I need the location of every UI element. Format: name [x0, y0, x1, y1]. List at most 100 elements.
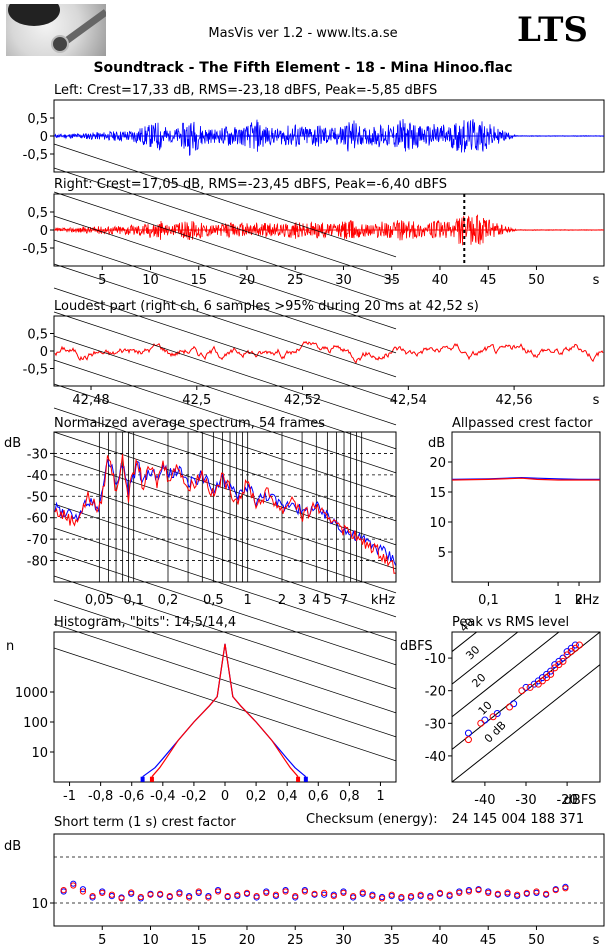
peak-vs-rms-point: [563, 648, 571, 656]
allpassed-ytick-label: 5: [438, 546, 446, 561]
short-term-crest-point: [282, 887, 289, 894]
loudest-part-ytick-label: -0,5: [23, 363, 48, 378]
short-term-crest-point: [436, 890, 444, 897]
short-term-crest-point: [465, 887, 473, 894]
short-term-crest-point: [214, 888, 222, 895]
short-term-crest-point: [485, 888, 492, 895]
right-waveform-ytick-label: 0: [40, 224, 48, 239]
spectrum-slope-line: [53, 479, 397, 594]
short-term-crest-point: [166, 893, 173, 900]
short-term-crest-point: [253, 893, 260, 900]
peak-vs-rms-diagonal: [452, 632, 600, 751]
checksum: Checksum (energy): 24 145 004 188 371: [306, 812, 584, 827]
histogram-ytick-label: 10: [31, 746, 48, 761]
short-term-crest-point: [427, 893, 434, 900]
loudest-part-xtick-label: 42,5: [182, 393, 211, 408]
spectrum-xtick-label: 0,2: [158, 593, 179, 608]
peak-vs-rms-diagonal: [452, 632, 478, 653]
peak-vs-rms-ylabel: dBFS: [400, 639, 433, 654]
peak-vs-rms-xunit-label: dBFS: [564, 793, 597, 808]
spectrum-slope-line: [53, 623, 397, 738]
short-term-crest-xtick-label: 15: [190, 933, 207, 946]
peak-vs-rms-point: [510, 700, 518, 708]
peak-vs-rms-diagonal-label: 10: [476, 699, 495, 718]
right-waveform-xtick-label: 50: [528, 273, 545, 288]
loudest-part-ytick-label: 0: [40, 345, 48, 360]
spectrum-title: Normalized average spectrum, 54 frames: [54, 416, 325, 431]
short-term-crest-xtick-label: 45: [480, 933, 497, 946]
histogram-xtick-label: 0,4: [277, 789, 298, 804]
spectrum-xtick-label: 0,05: [85, 593, 114, 608]
loudest-part-waveform: [54, 340, 604, 364]
short-term-crest-point: [398, 895, 405, 902]
short-term-crest-point: [157, 890, 164, 897]
right-waveform-ytick-label: 0,5: [27, 206, 48, 221]
peak-vs-rms-point: [464, 729, 472, 737]
short-term-crest-point: [243, 889, 251, 896]
histogram-xtick-label: 1: [376, 789, 384, 804]
spectrum-series: [54, 459, 396, 566]
peak-vs-rms-point: [506, 703, 514, 711]
peak-vs-rms-point: [530, 680, 538, 688]
spectrum-xtick-label: 1: [244, 593, 252, 608]
lts-logo: LTS: [517, 10, 588, 50]
spectrum-slope-line: [53, 143, 397, 258]
short-term-crest-point: [350, 894, 357, 901]
short-term-crest-point: [446, 893, 453, 900]
short-term-crest-point: [330, 891, 337, 898]
spectrum-slope-line: [53, 215, 397, 330]
track-title: Soundtrack - The Fifth Element - 18 - Mi…: [93, 60, 513, 76]
histogram-series: [142, 643, 307, 778]
peak-vs-rms-diagonal: [452, 632, 519, 685]
short-term-crest-point: [147, 891, 154, 898]
short-term-crest-point: [543, 891, 550, 898]
short-term-crest-point: [562, 883, 569, 891]
short-term-crest-point: [108, 893, 115, 900]
spectrum-slope-line: [53, 263, 397, 378]
peak-vs-rms-point: [489, 713, 497, 721]
short-term-crest-xtick-label: 35: [383, 933, 400, 946]
peak-vs-rms-point: [555, 657, 563, 665]
short-term-crest-point: [137, 895, 144, 902]
allpassed-frame: [451, 431, 601, 583]
spectrum-slope-line: [53, 527, 397, 642]
checksum-label: Checksum (energy):: [306, 812, 438, 827]
short-term-crest-point: [407, 894, 415, 901]
short-term-crest-point: [514, 891, 521, 898]
peak-vs-rms-point: [567, 648, 575, 656]
right-waveform-xtick-label: 30: [335, 273, 352, 288]
short-term-crest-point: [475, 887, 482, 894]
short-term-crest-title: Short term (1 s) crest factor: [54, 815, 236, 830]
right-waveform-xunit-label: s: [593, 273, 600, 288]
short-term-crest-point: [456, 888, 463, 895]
loudest-part-xtick-label: 42,54: [390, 393, 427, 408]
short-term-crest-point: [465, 888, 473, 895]
spectrum-slope-line: [53, 359, 397, 474]
peak-vs-rms-diagonal: [452, 663, 600, 782]
short-term-crest-point: [205, 894, 212, 901]
spectrum-xtick-label: 4: [312, 593, 320, 608]
short-term-crest-point: [552, 887, 559, 894]
short-term-crest-point: [118, 895, 125, 902]
spectrum-ylabel: dB: [4, 436, 21, 451]
short-term-crest-xtick-label: 40: [432, 933, 449, 946]
peak-vs-rms-point: [551, 664, 559, 672]
allpassed-ytick-label: 20: [429, 456, 446, 471]
spectrum-slope-line: [53, 287, 397, 402]
spectrum-xtick-label: 0,1: [123, 593, 144, 608]
peak-vs-rms-point: [559, 657, 567, 665]
short-term-crest-point: [185, 893, 193, 900]
short-term-crest-point: [301, 887, 308, 894]
short-term-crest-point: [350, 893, 357, 900]
spectrum-slope-line: [53, 455, 397, 570]
short-term-crest-point: [543, 890, 550, 897]
short-term-crest-ylabel: dB: [4, 839, 21, 854]
short-term-crest-point: [321, 889, 328, 896]
peak-vs-rms-point: [559, 654, 567, 662]
spectrum-slope-line: [53, 647, 397, 762]
peak-vs-rms-point: [571, 641, 579, 649]
left-waveform-title: Left: Crest=17,33 dB, RMS=-23,18 dBFS, P…: [54, 83, 437, 98]
right-waveform-xtick-label: 25: [287, 273, 304, 288]
peak-vs-rms-point: [534, 677, 542, 685]
histogram-ytick-label: 100: [23, 716, 48, 731]
